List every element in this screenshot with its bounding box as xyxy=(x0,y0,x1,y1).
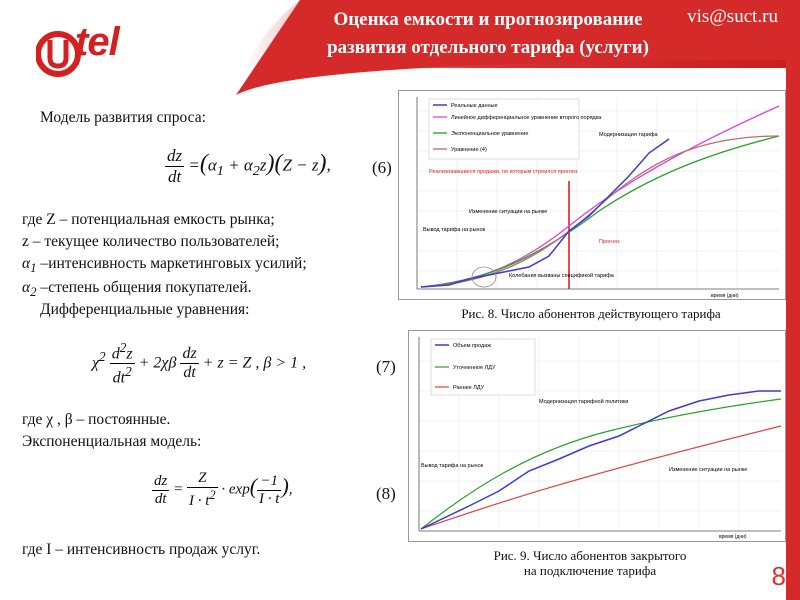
chart8-legend-1: Линейное дифференциальное уравнение втор… xyxy=(451,114,602,121)
title-line-1: Оценка емкости и прогнозирование xyxy=(333,9,643,30)
exp-heading: Экспоненциальная модель: xyxy=(22,433,202,450)
chart9-caption-line-1: Рис. 9. Число абонентов закрытого xyxy=(493,548,687,563)
chart-8-svg: Реальные данные Линейное дифференциально… xyxy=(416,97,780,299)
eq8-number: (8) xyxy=(376,484,396,503)
formula-6: dz dt =(α1 + α2z)(Z − z), xyxy=(165,146,331,186)
email-text: vis@suct.ru xyxy=(687,6,778,27)
chart9-xlabel: время (дни) xyxy=(719,534,747,540)
logo-wordmark: tel xyxy=(75,20,120,64)
where-line-1: где Z – потенциальная емкость рынка; xyxy=(22,211,275,228)
where-chi: где χ , β – постоянные. xyxy=(22,411,171,428)
chart9-legend-0: Объем продаж xyxy=(453,343,491,349)
chart8-caption: Рис. 8. Число абонентов действующего тар… xyxy=(461,306,721,321)
where-line-4-text: –степень общения покупателей. xyxy=(40,279,252,296)
where-line-3: α1 –интенсивность маркетинговых усилий; xyxy=(22,255,307,276)
chart8-annotation-4: Прогноз xyxy=(599,239,620,245)
chart8-annotation-5: Колебания вызваны спецификой тарифа xyxy=(509,272,615,279)
chart9-legend-1: Уточненное ЛДУ xyxy=(453,365,496,371)
eq6-number: (6) xyxy=(372,158,392,177)
formula-7: χ2 d2z dt2 + 2χβ dz dt + z = Z , β > 1 , xyxy=(92,340,307,387)
chart-9-svg: Объем продаж Уточненное ЛДУ Раннее ЛДУ М… xyxy=(418,337,782,540)
chart9-annotation-0: Модернизация тарифной политики xyxy=(539,398,628,405)
chart8-xlabel: время (дни) xyxy=(711,293,739,299)
chart9-legend-2: Раннее ЛДУ xyxy=(453,385,485,391)
diff-heading: Дифференциальные уравнения: xyxy=(40,301,250,318)
eq7-number: (7) xyxy=(376,357,396,376)
chart9-caption: Рис. 9. Число абонентов закрытого на под… xyxy=(460,548,720,578)
page-number: 8 xyxy=(771,561,786,591)
utel-logo-icon xyxy=(36,31,81,77)
title-line-2: развития отдельного тарифа (услуги) xyxy=(327,37,649,58)
chart8-annotation-3: Вывод тарифа на рынок xyxy=(423,227,486,233)
chart9-caption-line-2: на подключение тарифа xyxy=(523,563,657,578)
chart8-annotation-1: Реализовавшиеся продажи, по которым стро… xyxy=(429,169,578,175)
chart8-legend-2: Экспоненциальное уравнение xyxy=(451,131,528,137)
chart8-legend-3: Уравнение (4) xyxy=(451,147,487,153)
where-line-2: z – текущее количество пользователей; xyxy=(22,233,280,250)
where-line-4: α2 –степень общения покупателей. xyxy=(22,279,252,300)
where-line-3-text: –интенсивность маркетинговых усилий; xyxy=(40,255,307,272)
where-I: где I – интенсивность продаж услуг. xyxy=(22,541,261,558)
chart8-annotation-0: Модернизация тарифа xyxy=(599,132,658,138)
chart8-annotation-2: Изменение ситуации на рынке xyxy=(469,209,547,215)
chart8-legend-0: Реальные данные xyxy=(451,103,498,109)
chart9-annotation-2: Изменение ситуации на рынке xyxy=(669,467,747,473)
model-heading: Модель развития спроса: xyxy=(40,109,206,126)
chart-8: Реальные данные Линейное дифференциально… xyxy=(398,90,786,300)
chart9-annotation-1: Вывод тарифа на рынок xyxy=(421,463,484,469)
page-title: Оценка емкости и прогнозирование развити… xyxy=(298,6,678,62)
chart-9: Объем продаж Уточненное ЛДУ Раннее ЛДУ М… xyxy=(408,330,786,542)
